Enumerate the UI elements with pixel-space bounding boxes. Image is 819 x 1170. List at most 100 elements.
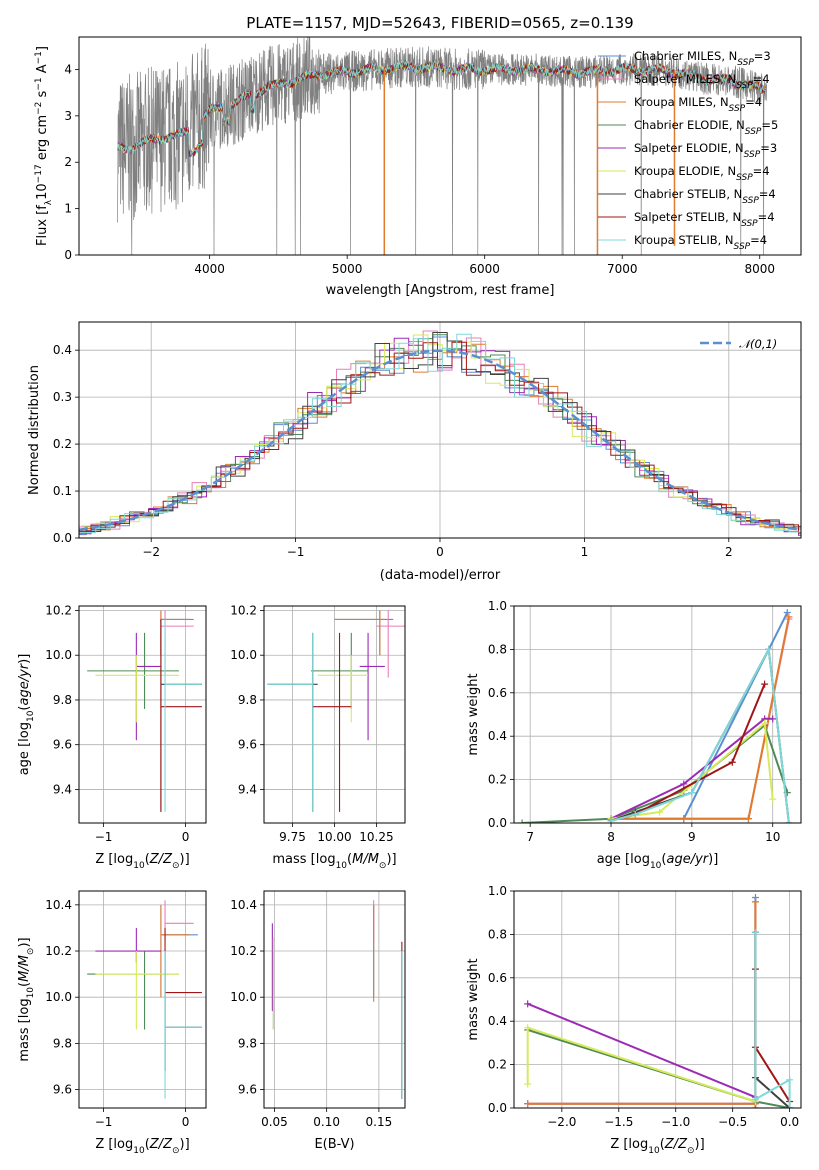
x-tick-label: 0 (436, 545, 444, 559)
x-axis-label: wavelength [Angstrom, rest frame] (326, 283, 555, 298)
series-line-group (751, 928, 794, 1108)
y-axis-label: Flux [fλ10−17 erg cm−2 s−1 A−1] (34, 46, 54, 246)
errorbar-point (87, 632, 179, 709)
massweight_vs_age-panel: 7 8 9 10 0.0 0.2 0.4 0.6 0.8 1.0 age [log10(age/yr… (466, 599, 802, 871)
series-line (754, 932, 791, 1108)
x-tick-label: −1 (95, 1115, 113, 1129)
x-axis-label: mass [log10(M/M⊙)] (272, 852, 396, 871)
y-tick-label: 0.3 (53, 390, 72, 404)
residuals-plot-area (79, 330, 801, 536)
age_vs_mass-plot-area (267, 610, 405, 812)
x-tick-label: −0.5 (718, 1115, 747, 1129)
x-tick-label: 0.10 (313, 1115, 340, 1129)
data-point-marker (631, 810, 639, 818)
legend-label: Kroupa STELIB, NSSP=4 (634, 233, 767, 252)
age_vs_mass-grid (264, 606, 405, 823)
x-tick-label: 10 (765, 830, 780, 844)
mass_vs_EBV-frame (263, 890, 406, 1109)
series-line (527, 1028, 790, 1108)
data-point-marker (751, 1104, 759, 1108)
y-tick-label: 9.6 (238, 738, 257, 752)
errorbar-point (95, 927, 161, 963)
errorbar-point (160, 619, 202, 812)
x-tick-label: 10.25 (359, 830, 393, 844)
errorbar-point (95, 951, 179, 1030)
legend-label: Salpeter MILES, NSSP=4 (634, 72, 770, 91)
y-tick-label: 10.4 (230, 898, 257, 912)
y-tick-label: 10.0 (230, 648, 257, 662)
legend-label: Salpeter ELODIE, NSSP=3 (634, 141, 777, 160)
y-tick-label: 10.0 (230, 990, 257, 1004)
y-tick-label: 9.4 (53, 782, 72, 796)
data-point-marker (744, 815, 752, 823)
mass_vs_EBV-plot-area (271, 900, 403, 1099)
legend-label: Chabrier ELODIE, NSSP=5 (634, 118, 778, 137)
y-tick-label: 9.8 (238, 1036, 257, 1050)
y-axis-label: mass weight (466, 673, 481, 755)
errorbar-point (164, 900, 194, 940)
errorbar-point (135, 632, 161, 741)
series-line-group (524, 894, 759, 1108)
y-tick-label: 9.8 (53, 1036, 72, 1050)
x-axis-label: E(B-V) (314, 1137, 354, 1152)
data-point-marker (524, 1080, 532, 1088)
x-tick-label: 0.05 (261, 1115, 288, 1129)
data-point-marker (783, 609, 791, 617)
y-tick-label: 0.4 (488, 1014, 507, 1028)
y-tick-label: 0.0 (488, 816, 507, 830)
errorbar-point (164, 927, 202, 1072)
x-tick-label: −1 (95, 830, 113, 844)
histogram-step (79, 337, 801, 536)
x-tick-label: 7000 (607, 262, 638, 276)
data-point-marker (518, 819, 526, 823)
x-tick-label: 2 (725, 545, 733, 559)
x-tick-label: −1.0 (661, 1115, 690, 1129)
x-tick-label: 4000 (194, 262, 225, 276)
y-tick-label: 0 (64, 248, 72, 262)
x-axis-label: Z [log10(Z/Z⊙)] (95, 852, 189, 871)
y-tick-label: 4 (64, 62, 72, 76)
y-tick-label: 9.8 (53, 693, 72, 707)
y-tick-label: 9.6 (238, 1083, 257, 1097)
histogram-step (79, 330, 801, 532)
data-point-marker (524, 1000, 532, 1008)
x-tick-label: 8 (607, 830, 615, 844)
errorbar-point (317, 655, 369, 723)
x-tick-label: 7 (526, 830, 534, 844)
data-point-marker (786, 1076, 794, 1084)
data-point-marker (607, 817, 615, 823)
y-axis-label: Normed distribution (27, 365, 42, 495)
mass_vs_Z-grid (79, 891, 206, 1108)
errorbar-point (164, 951, 202, 1072)
data-point-marker (761, 680, 769, 688)
series-line-group (524, 898, 759, 1108)
residuals-frame (78, 321, 802, 539)
mass_vs_EBV-grid (264, 891, 405, 1108)
y-axis-label: mass weight (466, 958, 481, 1040)
massweight_vs_Z-panel: −2.0 −1.5 −1.0 −0.5 0.0 0.0 0.2 0.4 0.6 0.8 1.0 Z [… (466, 884, 802, 1156)
age_vs_mass-panel: 9.75 10.00 10.25 9.4 9.6 9.8 10.0 10.2 mass [log… (230, 603, 406, 871)
data-point-marker (751, 928, 759, 936)
residuals-panel: −2 −1 0 1 2 0.0 0.1 0.2 0.3 0.4 (data-model)/error… (27, 321, 802, 583)
mass_vs_EBV-panel: 0.05 0.10 0.15 9.6 9.8 10.0 10.2 10.4 E(B-V) (230, 890, 406, 1152)
errorbar-point (376, 610, 405, 678)
data-point-marker (769, 715, 777, 723)
series-line (527, 1002, 756, 1099)
mass_vs_Z-panel: −1 0 9.6 9.8 10.0 10.2 10.4 Z [log10(Z/Z⊙)] mass… (17, 890, 207, 1156)
y-tick-label: 9.8 (238, 693, 257, 707)
errorbar-point (164, 619, 202, 812)
data-point-marker (728, 758, 736, 766)
series-line-group (607, 609, 791, 823)
data-point-marker (765, 645, 773, 653)
legend: Chabrier MILES, NSSP=3 Salpeter MILES, NS… (598, 49, 778, 252)
histogram-step (81, 333, 801, 534)
data-point-marker (769, 795, 777, 803)
age_vs_Z-plot-area (87, 610, 202, 812)
data-point-marker (524, 1024, 532, 1032)
figure-title: PLATE=1157, MJD=52643, FIBERID=0565, z=0… (246, 14, 633, 32)
x-axis-label: (data-model)/error (380, 568, 501, 583)
histogram-step (81, 343, 801, 531)
x-tick-label: 10.00 (317, 830, 351, 844)
x-tick-label: −1.5 (604, 1115, 633, 1129)
